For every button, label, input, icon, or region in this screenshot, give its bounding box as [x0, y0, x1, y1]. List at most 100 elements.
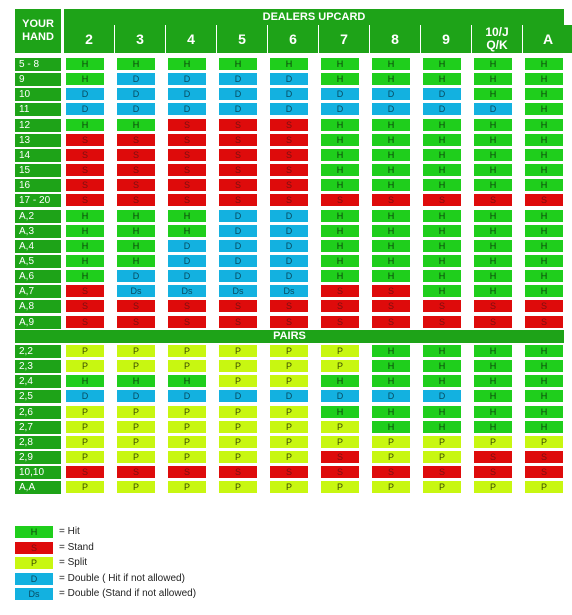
- strategy-cell: S: [270, 466, 308, 478]
- strategy-cell: H: [474, 375, 512, 387]
- strategy-cell: H: [372, 225, 410, 237]
- strategy-cell: P: [168, 481, 206, 493]
- strategy-cell: H: [423, 58, 461, 70]
- hard-soft-hand-label: A,8: [15, 300, 61, 313]
- strategy-cell: P: [372, 436, 410, 448]
- strategy-cell: H: [423, 149, 461, 161]
- strategy-cell: H: [321, 164, 359, 176]
- strategy-cell: P: [117, 436, 155, 448]
- upcard-8: 8: [370, 25, 420, 53]
- strategy-cell: H: [525, 255, 563, 267]
- upcard-5: 5: [217, 25, 267, 53]
- strategy-cell: P: [423, 436, 461, 448]
- strategy-cell: P: [66, 406, 104, 418]
- strategy-cell: S: [525, 194, 563, 206]
- strategy-cell: S: [423, 300, 461, 312]
- strategy-cell: S: [423, 194, 461, 206]
- strategy-cell: D: [168, 240, 206, 252]
- strategy-cell: D: [321, 103, 359, 115]
- strategy-cell: P: [66, 481, 104, 493]
- strategy-cell: D: [219, 88, 257, 100]
- strategy-cell: S: [474, 300, 512, 312]
- strategy-cell: S: [321, 300, 359, 312]
- strategy-cell: S: [270, 300, 308, 312]
- strategy-cell: D: [270, 88, 308, 100]
- hard-soft-hand-label: A,6: [15, 270, 61, 283]
- strategy-cell: S: [321, 451, 359, 463]
- upcard-2: 2: [64, 25, 114, 53]
- strategy-cell: S: [219, 316, 257, 328]
- strategy-cell: P: [219, 345, 257, 357]
- strategy-cell: D: [66, 103, 104, 115]
- strategy-cell: H: [525, 225, 563, 237]
- strategy-cell: H: [423, 270, 461, 282]
- strategy-cell: H: [525, 134, 563, 146]
- hard-soft-hand-label: 16: [15, 179, 61, 192]
- strategy-cell: H: [474, 270, 512, 282]
- upcard-7: 7: [319, 25, 369, 53]
- strategy-cell: D: [219, 390, 257, 402]
- strategy-cell: S: [168, 134, 206, 146]
- strategy-cell: D: [372, 88, 410, 100]
- strategy-cell: H: [474, 345, 512, 357]
- strategy-cell: S: [525, 300, 563, 312]
- strategy-cell: H: [372, 360, 410, 372]
- strategy-cell: H: [117, 210, 155, 222]
- strategy-cell: S: [219, 179, 257, 191]
- strategy-cell: H: [525, 210, 563, 222]
- strategy-cell: S: [117, 300, 155, 312]
- strategy-cell: S: [372, 194, 410, 206]
- strategy-cell: H: [525, 240, 563, 252]
- strategy-cell: S: [168, 149, 206, 161]
- strategy-cell: D: [270, 73, 308, 85]
- strategy-cell: H: [474, 134, 512, 146]
- legend-swatch: P: [15, 557, 53, 569]
- strategy-cell: P: [117, 406, 155, 418]
- strategy-cell: H: [525, 270, 563, 282]
- strategy-cell: P: [270, 406, 308, 418]
- strategy-cell: H: [474, 255, 512, 267]
- strategy-cell: S: [474, 316, 512, 328]
- strategy-cell: P: [168, 360, 206, 372]
- strategy-cell: P: [219, 375, 257, 387]
- strategy-cell: S: [66, 194, 104, 206]
- strategy-cell: D: [270, 103, 308, 115]
- hard-soft-hand-label: A,3: [15, 225, 61, 238]
- strategy-cell: H: [321, 179, 359, 191]
- strategy-cell: H: [525, 179, 563, 191]
- strategy-cell: P: [219, 481, 257, 493]
- strategy-cell: H: [117, 58, 155, 70]
- strategy-cell: H: [423, 375, 461, 387]
- strategy-cell: S: [219, 134, 257, 146]
- strategy-cell: H: [372, 210, 410, 222]
- strategy-cell: P: [525, 436, 563, 448]
- strategy-cell: H: [525, 88, 563, 100]
- strategy-cell: S: [117, 164, 155, 176]
- strategy-cell: H: [525, 73, 563, 85]
- strategy-cell: D: [270, 390, 308, 402]
- strategy-cell: S: [321, 316, 359, 328]
- strategy-cell: H: [66, 255, 104, 267]
- strategy-cell: H: [117, 119, 155, 131]
- strategy-cell: S: [117, 194, 155, 206]
- strategy-cell: P: [270, 360, 308, 372]
- strategy-cell: P: [117, 451, 155, 463]
- strategy-cell: S: [219, 164, 257, 176]
- strategy-cell: P: [219, 360, 257, 372]
- strategy-cell: H: [321, 225, 359, 237]
- strategy-cell: D: [372, 390, 410, 402]
- strategy-cell: H: [423, 73, 461, 85]
- strategy-cell: H: [270, 58, 308, 70]
- legend-swatch: Ds: [15, 588, 53, 600]
- strategy-cell: H: [372, 270, 410, 282]
- hard-soft-hand-label: 13: [15, 134, 61, 147]
- legend-label: = Stand: [59, 542, 94, 553]
- strategy-cell: S: [270, 119, 308, 131]
- strategy-cell: P: [117, 360, 155, 372]
- strategy-cell: H: [372, 149, 410, 161]
- strategy-cell: H: [66, 58, 104, 70]
- strategy-cell: H: [372, 179, 410, 191]
- strategy-cell: H: [474, 406, 512, 418]
- strategy-cell: H: [321, 240, 359, 252]
- strategy-cell: D: [219, 210, 257, 222]
